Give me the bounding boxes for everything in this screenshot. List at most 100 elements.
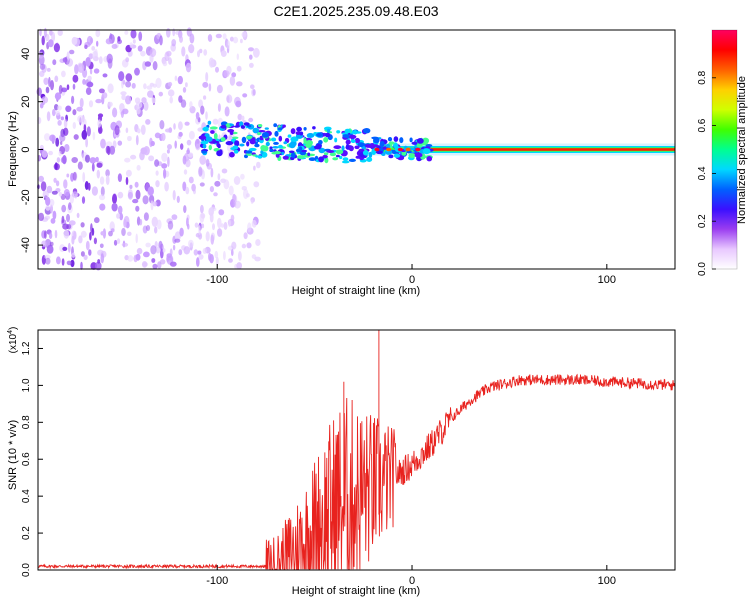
spectrogram-noise-blob	[66, 58, 74, 67]
spectrogram-noise-blob	[46, 67, 51, 72]
spectrogram-noise-blob	[217, 173, 221, 181]
colorbar-ticks: 0.0 0.2 0.4 0.6 0.8	[697, 70, 716, 276]
spectrogram-noise-blob	[61, 204, 67, 213]
spectrogram-noise-blob	[174, 140, 177, 149]
spectrogram-noise-blob	[202, 248, 207, 254]
signal-blob	[357, 142, 365, 148]
signal-blob	[255, 155, 259, 158]
spectrogram-noise-blob	[72, 83, 76, 90]
spectrogram-noise-blob	[236, 81, 243, 87]
signal-blob	[212, 140, 220, 144]
signal-blob	[239, 143, 245, 147]
snr-x-axis-label: Height of straight line (km)	[292, 585, 420, 597]
signal-blob	[373, 137, 380, 144]
spectrogram-noise-blob	[118, 71, 125, 82]
signal-blob	[401, 152, 407, 156]
spectrogram-noise-blob	[91, 227, 95, 236]
spectrogram-noise-blob	[251, 219, 257, 228]
spectrogram-noise-blob	[159, 35, 163, 46]
spectrogram-y-tick-label: -40	[20, 237, 32, 253]
signal-core-red	[421, 148, 675, 151]
spectrogram-noise-blob	[155, 170, 159, 176]
snr-series	[37, 330, 676, 570]
spectrogram-noise-blob	[180, 143, 184, 150]
spectrogram-noise-blob	[57, 29, 63, 36]
spectrogram-noise-blob	[53, 177, 57, 183]
spectrogram-noise-blob	[203, 49, 208, 56]
spectrogram-noise-blob	[253, 165, 256, 171]
spectrogram-noise-blob	[250, 199, 254, 204]
spectrogram-noise-blob	[155, 77, 162, 89]
spectrogram-noise-blob	[241, 31, 247, 38]
signal-blob	[342, 134, 350, 138]
spectrogram-noise-blob	[89, 68, 93, 75]
signal-blob	[354, 145, 360, 150]
spectrogram-noise-blob	[247, 222, 252, 233]
spectrogram-noise-blob	[233, 176, 241, 185]
spectrogram-noise-blob	[160, 132, 166, 142]
spectrogram-noise-blob	[135, 233, 138, 244]
spectrogram-noise-blob	[117, 140, 123, 146]
spectrogram-noise-blob	[221, 168, 228, 174]
signal-blob	[348, 145, 354, 152]
signal-blob	[257, 124, 263, 128]
spectrogram-noise-blob	[135, 189, 141, 200]
spectrogram-noise-blob	[55, 137, 60, 147]
spectrogram-noise-blob	[197, 250, 202, 255]
spectrogram-noise-blob	[54, 162, 58, 170]
spectrogram-noise-blob	[79, 97, 84, 108]
spectrogram-noise-blob	[173, 123, 176, 130]
spectrogram-noise-blob	[154, 132, 161, 139]
spectrogram-noise-blob	[181, 46, 186, 57]
signal-blob	[344, 128, 351, 134]
spectrogram-noise-blob	[205, 158, 210, 167]
spectrogram-noise-blob	[161, 152, 168, 162]
spectrogram-noise-blob	[50, 204, 53, 214]
spectrogram-noise-blob	[39, 28, 42, 37]
spectrogram-noise-blob	[241, 115, 245, 121]
spectrogram-noise-blob	[161, 163, 168, 169]
spectrogram-noise-blob	[162, 61, 168, 67]
signal-blob	[229, 151, 235, 158]
spectrogram-noise-blob	[59, 133, 66, 142]
spectrogram-panel: -100 0 100 -40 -20 0 20 40 Height of straight …	[7, 27, 676, 297]
spectrogram-noise-blob	[191, 183, 196, 192]
spectrogram-noise-blob	[194, 222, 199, 228]
spectrogram-noise-blob	[47, 39, 54, 48]
spectrogram-noise-blob	[236, 65, 242, 72]
spectrogram-noise-blob	[100, 138, 106, 149]
spectrogram-noise-blob	[166, 28, 171, 38]
spectrogram-noise-blob	[205, 231, 210, 242]
spectrogram-noise-blob	[66, 84, 70, 91]
spectrogram-noise-blob	[80, 230, 87, 238]
spectrogram-noise-blob	[136, 247, 143, 255]
signal-blob	[209, 126, 218, 130]
signal-blob	[335, 149, 344, 155]
spectrogram-noise-blob	[42, 190, 49, 199]
spectrogram-noise-blob	[54, 229, 58, 239]
signal-blob	[355, 155, 361, 159]
spectrogram-noise-blob	[243, 232, 248, 240]
spectrogram-noise-blob	[178, 131, 183, 137]
spectrogram-noise-blob	[183, 246, 191, 255]
spectrogram-noise-blob	[183, 169, 188, 175]
signal-blob	[282, 155, 289, 160]
spectrogram-noise-blob	[167, 144, 172, 150]
signal-blob	[290, 136, 299, 142]
spectrogram-x-ticks: -100 0 100	[206, 264, 616, 286]
spectrogram-noise-blob	[125, 169, 132, 177]
spectrogram-noise-blob	[187, 152, 194, 158]
signal-blob	[316, 132, 323, 137]
spectrogram-noise-blob	[117, 205, 123, 215]
colorbar-gradient	[712, 30, 737, 269]
spectrogram-noise-blob	[101, 92, 108, 99]
spectrogram-noise-blob	[184, 121, 190, 126]
signal-blob	[275, 153, 280, 158]
spectrogram-noise-blob	[178, 95, 183, 103]
spectrogram-noise-blob	[85, 87, 92, 95]
spectrogram-noise-blob	[55, 180, 60, 187]
spectrogram-noise-blob	[125, 57, 130, 63]
spectrogram-noise-blob	[210, 167, 214, 178]
spectrogram-noise-blob	[132, 198, 139, 204]
spectrogram-noise-blob	[224, 106, 230, 117]
